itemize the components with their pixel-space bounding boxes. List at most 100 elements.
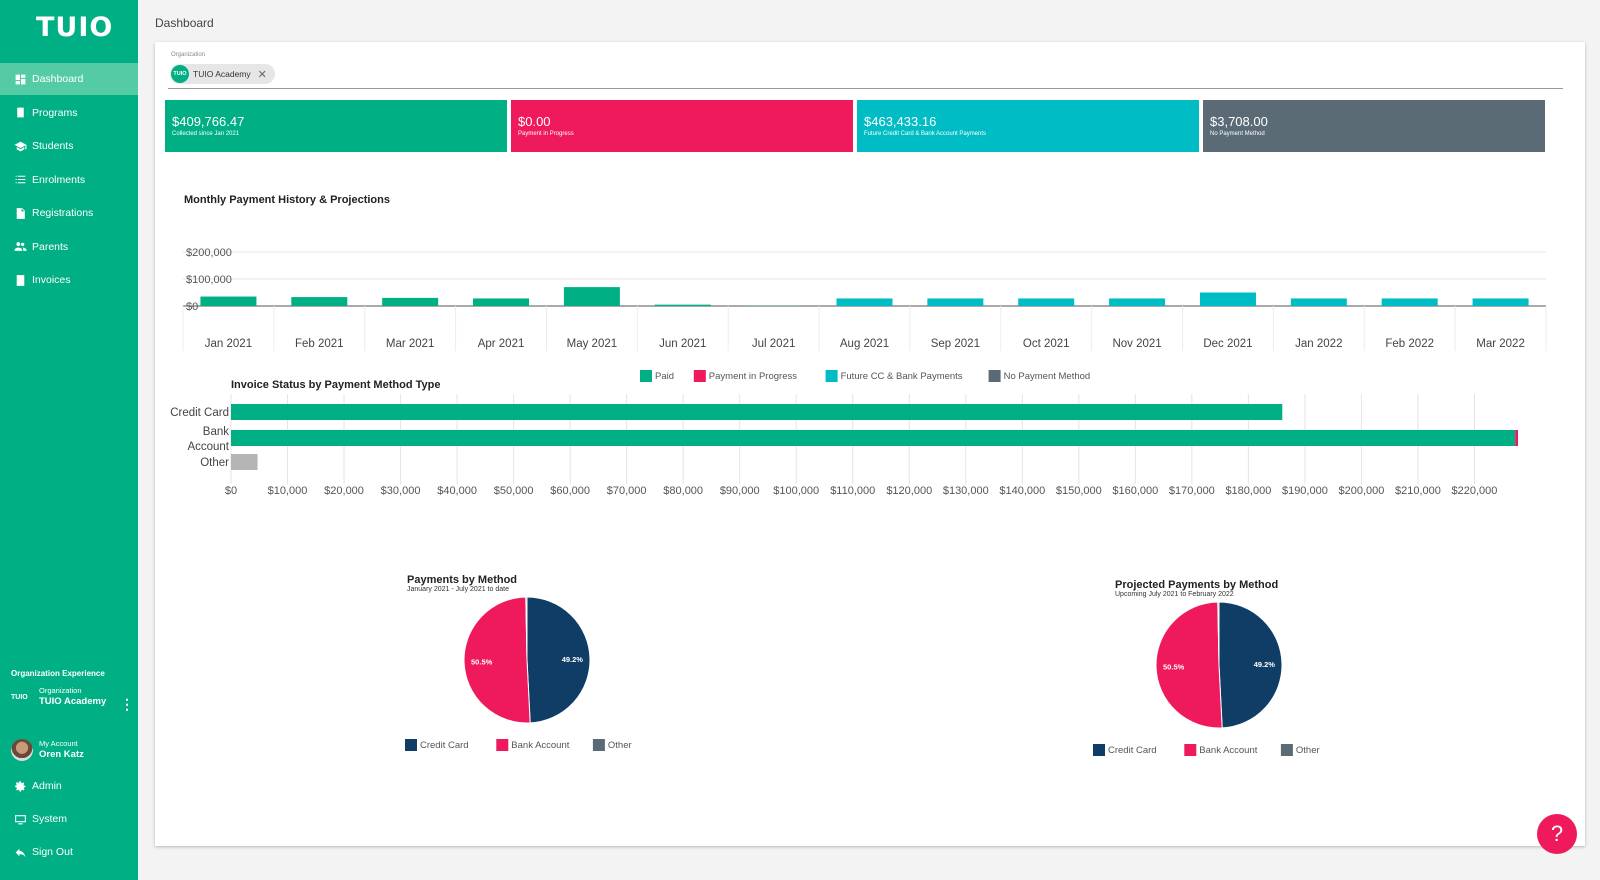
legend-swatch — [693, 370, 706, 382]
sidebar-item-system[interactable]: System — [0, 803, 138, 835]
x-tick-label: $50,000 — [494, 485, 534, 497]
y-tick-label: $100,000 — [186, 274, 232, 286]
tile-in-progress[interactable]: $0.00 Payment in Progress — [511, 100, 853, 152]
tile-future-payments[interactable]: $463,433.16 Future Credit Card & Bank Ac… — [857, 100, 1199, 152]
legend-swatch — [640, 370, 652, 382]
x-tick-label: Jul 2021 — [752, 338, 795, 350]
tile-collected[interactable]: $409,766.47 Collected since Jan 2021 — [165, 100, 507, 152]
avatar — [11, 739, 33, 761]
tile-label: Collected since Jan 2021 — [172, 131, 240, 137]
bar — [1018, 298, 1075, 306]
bar — [1290, 298, 1347, 306]
account-small-label: My Account — [39, 739, 78, 748]
x-tick-label: Mar 2022 — [1476, 338, 1525, 350]
monthly-chart-title: Monthly Payment History & Projections — [184, 194, 390, 206]
legend-label: Other — [1296, 745, 1320, 756]
x-tick-label: Jan 2021 — [205, 338, 252, 350]
tile-value: $409,766.47 — [172, 114, 245, 129]
my-account[interactable]: My Account Oren Katz — [11, 739, 84, 761]
graduation-cap-icon — [13, 139, 27, 153]
sidebar-item-label: Invoices — [32, 274, 71, 286]
x-tick-label: $110,000 — [830, 485, 875, 497]
x-tick-label: Dec 2021 — [1203, 338, 1252, 350]
x-tick-label: Feb 2021 — [295, 338, 344, 350]
help-button[interactable]: ? — [1537, 814, 1577, 854]
clipboard-icon — [13, 106, 27, 120]
sidebar-item-label: Enrolments — [32, 173, 86, 186]
sidebar-item-students[interactable]: Students — [0, 130, 138, 162]
x-tick-label: $210,000 — [1395, 485, 1441, 497]
x-tick-label: $160,000 — [1112, 485, 1158, 497]
pie1-subtitle: January 2021 - July 2021 to date — [407, 586, 509, 593]
tuio-logo[interactable]: TUIO — [36, 12, 114, 43]
tile-label: No Payment Method — [1210, 131, 1265, 137]
organization-filter-label: Organization — [171, 52, 206, 58]
bar — [231, 454, 258, 470]
organization-chip[interactable]: TUIO TUIO Academy ✕ — [170, 64, 275, 84]
invoice-icon — [13, 273, 27, 287]
bar — [291, 297, 348, 306]
sidebar-item-enrolments[interactable]: Enrolments — [0, 164, 138, 196]
people-icon — [13, 240, 27, 254]
pie-value-label: 49.2% — [562, 655, 584, 664]
sidebar-item-dashboard[interactable]: Dashboard — [0, 63, 138, 95]
x-tick-label: $220,000 — [1452, 485, 1498, 497]
tile-no-method[interactable]: $3,708.00 No Payment Method — [1203, 100, 1545, 152]
org-small-label: Organization — [39, 686, 82, 695]
legend-swatch — [1280, 744, 1293, 756]
x-tick-label: $170,000 — [1169, 485, 1215, 497]
x-tick-label: $130,000 — [943, 485, 989, 497]
x-tick-label: $200,000 — [1338, 485, 1384, 497]
account-name: Oren Katz — [39, 749, 84, 760]
dashboard-icon — [13, 72, 27, 86]
organization-switcher[interactable]: TUIO Organization TUIO Academy — [11, 686, 106, 708]
y-tick-label: Bank — [203, 426, 229, 438]
sidebar-item-label: Programs — [32, 106, 78, 119]
bar — [473, 298, 530, 306]
y-tick-label: Credit Card — [170, 407, 229, 419]
x-tick-label: $70,000 — [607, 485, 647, 497]
x-tick-label: $30,000 — [381, 485, 421, 497]
close-icon[interactable]: ✕ — [257, 68, 267, 81]
tile-value: $0.00 — [518, 114, 551, 129]
more-options-icon[interactable]: ⋮ — [120, 696, 134, 712]
y-tick-label: Account — [187, 441, 229, 453]
sidebar-item-admin[interactable]: Admin — [0, 770, 138, 802]
bar — [1381, 298, 1438, 306]
sidebar-item-invoices[interactable]: Invoices — [0, 264, 138, 296]
sidebar-item-parents[interactable]: Parents — [0, 231, 138, 263]
bar — [836, 298, 893, 306]
pie-slice — [1217, 601, 1220, 666]
monitor-icon — [13, 812, 27, 826]
payments-by-method-pie: 49.2% 50.5% Credit Card Bank Account Other — [405, 596, 632, 751]
legend-label: Bank Account — [511, 740, 569, 751]
x-tick-label: $120,000 — [886, 485, 932, 497]
legend-label: No Payment Method — [1004, 371, 1091, 382]
pie-slice — [525, 596, 528, 661]
monthly-payment-chart: $200,000 $100,000 $0 Jan 2021 Feb 2021 Mar 20… — [182, 247, 1547, 382]
sidebar: TUIO Dashboard Programs Students Enrolments… — [0, 0, 138, 880]
pie-slice — [463, 596, 531, 724]
document-icon — [13, 206, 27, 220]
pie2-title: Projected Payments by Method — [1115, 579, 1279, 591]
x-tick-label: Apr 2021 — [478, 338, 525, 350]
legend-label: Other — [608, 740, 632, 751]
legend-label: Paid — [655, 371, 674, 382]
x-tick-label: Feb 2022 — [1385, 338, 1434, 350]
pie-slice — [1155, 601, 1223, 729]
legend-label: Future CC & Bank Payments — [841, 371, 963, 382]
x-tick-label: $150,000 — [1056, 485, 1102, 497]
bar — [200, 296, 257, 306]
sidebar-item-sign-out[interactable]: Sign Out — [0, 836, 138, 868]
sidebar-item-programs[interactable]: Programs — [0, 97, 138, 129]
x-tick-label: Sep 2021 — [931, 338, 980, 350]
sidebar-item-registrations[interactable]: Registrations — [0, 197, 138, 229]
filter-divider — [168, 88, 1563, 89]
y-tick-label: Other — [200, 457, 229, 469]
pie-slice — [526, 596, 591, 724]
org-chip-text: TUIO Academy — [193, 69, 251, 79]
x-tick-label: Mar 2021 — [386, 338, 435, 350]
x-tick-label: Aug 2021 — [840, 338, 889, 350]
pie-slice — [1218, 601, 1283, 729]
invoice-status-chart: $0 $10,000 $20,000 $30,000 $40,000 $50,000 $60… — [170, 394, 1518, 497]
